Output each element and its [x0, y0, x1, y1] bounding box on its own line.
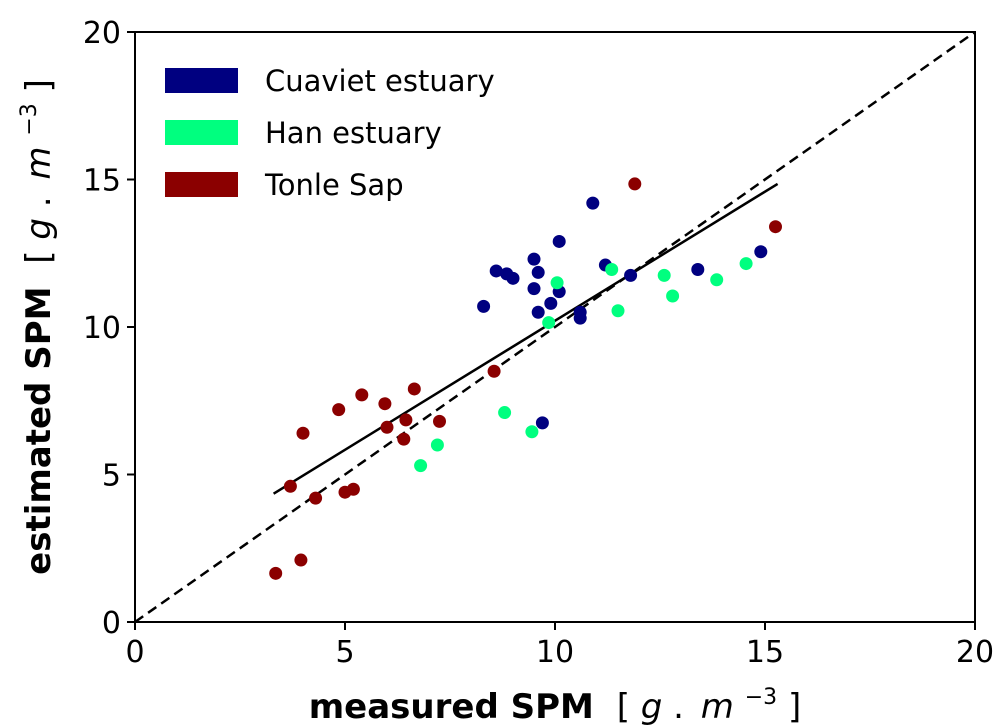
data-point [544, 296, 558, 310]
x-tick-label: 10 [536, 635, 574, 670]
data-point [346, 482, 360, 496]
data-point [531, 265, 545, 279]
data-point [535, 416, 549, 430]
data-point [269, 566, 283, 580]
data-point [433, 414, 446, 428]
data-point [527, 282, 541, 296]
legend-label: Han estuary [265, 116, 442, 150]
y-axis-label-unit-g: g [19, 218, 59, 240]
reference-lines [134, 30, 976, 624]
data-point [296, 426, 310, 440]
data-point [506, 271, 520, 285]
plot-area [134, 30, 976, 624]
data-point [332, 403, 346, 417]
x-axis-label: measured SPM [ g . m −3 ] [309, 673, 802, 725]
y-axis-label-bracket-close: ] [19, 79, 59, 92]
x-tick-label: 0 [125, 635, 144, 670]
data-point [399, 413, 413, 427]
series-2 [269, 177, 782, 580]
y-tick-label: 10 [83, 311, 121, 346]
data-point [605, 262, 619, 276]
y-tick-label: 20 [83, 16, 121, 51]
data-point [498, 406, 512, 420]
data-point [380, 420, 394, 434]
data-point [309, 491, 323, 505]
x-axis-label-exponent: −3 [745, 685, 777, 710]
x-axis-label-bold: measured SPM [309, 687, 594, 725]
x-tick-label: 5 [335, 635, 354, 670]
y-tick-label: 5 [102, 459, 121, 494]
data-point [691, 262, 705, 276]
y-axis-label-exponent: −3 [17, 103, 42, 135]
data-point [754, 245, 768, 259]
y-axis-label-unit-dot: . [19, 196, 59, 207]
y-axis-label-unit-m: m [19, 146, 59, 179]
x-tick-label: 20 [956, 635, 994, 670]
data-point [573, 311, 587, 325]
data-point [487, 364, 501, 378]
y-axis-label-bold: estimated SPM [19, 287, 59, 575]
data-point [624, 268, 638, 282]
y-tick-label: 0 [102, 606, 121, 641]
y-tick-label: 15 [83, 164, 121, 199]
data-point [552, 234, 566, 248]
x-axis-label-unit-dot: . [673, 687, 684, 725]
data-point [294, 553, 308, 567]
data-point [489, 264, 503, 278]
data-point [550, 276, 564, 290]
x-axis-label-unit-g: g [641, 687, 663, 725]
legend-label: Cuaviet estuary [265, 64, 495, 98]
data-point [525, 425, 539, 439]
data-point [527, 252, 541, 266]
data-point [283, 479, 297, 493]
y-axis-label-bracket-open: [ [19, 250, 59, 263]
data-point [397, 432, 411, 446]
data-point [477, 299, 491, 313]
data-point [739, 257, 753, 271]
data-point [378, 397, 392, 411]
data-point [414, 459, 428, 473]
y-axis-ticks: 0 5 10 15 20 [83, 16, 135, 641]
data-point [657, 268, 671, 282]
series-0 [477, 196, 768, 430]
legend-swatch [165, 120, 238, 145]
data-point [542, 316, 556, 330]
data-point [586, 196, 600, 210]
data-point [531, 305, 545, 319]
series-1 [414, 257, 753, 473]
data-point [666, 289, 680, 303]
legend-label: Tonle Sap [264, 168, 404, 202]
x-axis-ticks: 0 5 10 15 20 [125, 622, 994, 670]
x-axis-label-bracket-open: [ [617, 687, 630, 725]
data-point [407, 382, 421, 396]
data-point [710, 273, 724, 287]
legend-swatch [165, 172, 238, 197]
x-axis-label-bracket-close: ] [788, 687, 801, 725]
x-axis-label-unit-m: m [701, 687, 734, 725]
legend-swatch [165, 68, 238, 93]
x-tick-label: 15 [746, 635, 784, 670]
data-points [269, 177, 782, 580]
legend: Cuaviet estuary Han estuary Tonle Sap [165, 64, 495, 202]
data-point [628, 177, 642, 191]
one-to-one-line [134, 30, 976, 624]
y-axis-label: estimated SPM [ g . m −3 ] [5, 79, 59, 575]
data-point [430, 438, 444, 452]
data-point [769, 220, 782, 234]
regression-line [272, 182, 779, 495]
data-point [355, 388, 369, 402]
data-point [611, 304, 625, 318]
